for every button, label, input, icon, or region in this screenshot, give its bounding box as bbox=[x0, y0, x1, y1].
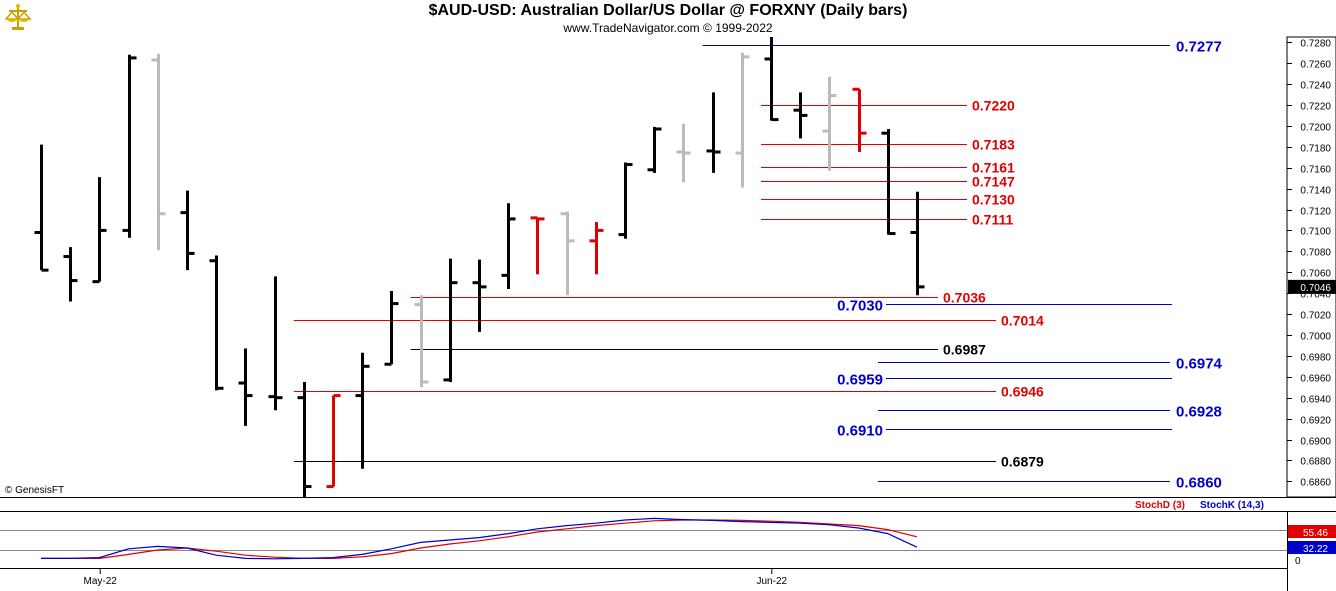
level-label-17: 0.6860 bbox=[1176, 475, 1222, 492]
ohlc-bar-25 bbox=[764, 37, 779, 122]
level-label-0: 0.7277 bbox=[1176, 39, 1222, 56]
osc-value-box-0 bbox=[1288, 525, 1336, 538]
level-label-7: 0.7036 bbox=[943, 290, 986, 306]
ohlc-bar-6 bbox=[209, 255, 224, 391]
date-axis: May-22 Jun-22 bbox=[84, 568, 788, 587]
level-label-10: 0.6987 bbox=[943, 342, 986, 358]
credit-label: © GenesisFT bbox=[5, 485, 65, 496]
ohlc-bar-18 bbox=[560, 211, 575, 296]
ohlc-bar-19 bbox=[589, 222, 604, 275]
ohlc-bar-11 bbox=[355, 352, 370, 469]
price-tick-label: 0.6980 bbox=[1300, 353, 1331, 364]
last-price-box bbox=[1288, 279, 1336, 294]
level-label-9: 0.7014 bbox=[1001, 313, 1044, 329]
price-tick-label: 0.7240 bbox=[1300, 81, 1331, 92]
level-label-8: 0.7030 bbox=[837, 298, 883, 315]
ohlc-bar-10 bbox=[326, 394, 341, 489]
ohlc-bar-27 bbox=[822, 76, 837, 171]
ohlc-bar-17 bbox=[530, 216, 545, 275]
price-tick-label: 0.7040 bbox=[1300, 290, 1331, 301]
chart-title: $AUD-USD: Australian Dollar/US Dollar @ … bbox=[428, 2, 908, 19]
chart-subtitle: www.TradeNavigator.com © 1999-2022 bbox=[563, 21, 773, 35]
price-tick-label: 0.7220 bbox=[1300, 102, 1331, 113]
level-label-4: 0.7147 bbox=[972, 174, 1015, 190]
osc-value-box-1 bbox=[1288, 541, 1336, 554]
osc-legend-item-1: StochK (14,3) bbox=[1200, 500, 1264, 511]
ohlc-bar-21 bbox=[647, 126, 662, 173]
osc-series-1 bbox=[41, 517, 918, 560]
price-tick-label: 0.7200 bbox=[1300, 123, 1331, 134]
ohlc-bar-24 bbox=[735, 52, 750, 188]
price-tick-label: 0.6920 bbox=[1300, 416, 1331, 427]
ohlc-bar-29 bbox=[881, 129, 896, 236]
ohlc-bar-5 bbox=[180, 190, 195, 271]
ohlc-bar-1 bbox=[63, 247, 78, 302]
level-label-15: 0.6910 bbox=[837, 423, 883, 440]
price-tick-label: 0.7140 bbox=[1300, 186, 1331, 197]
ohlc-bar-8 bbox=[268, 276, 283, 411]
price-tick-label: 0.7180 bbox=[1300, 144, 1331, 155]
level-label-2: 0.7183 bbox=[972, 137, 1015, 153]
level-label-3: 0.7161 bbox=[972, 160, 1015, 176]
osc-value-label-1: 32.22 bbox=[1303, 544, 1328, 555]
ohlc-bar-14 bbox=[443, 258, 458, 382]
level-label-1: 0.7220 bbox=[972, 98, 1015, 114]
price-tick-label: 0.7000 bbox=[1300, 332, 1331, 343]
ohlc-bar-0 bbox=[34, 144, 49, 272]
price-tick-label: 0.6880 bbox=[1300, 457, 1331, 468]
price-tick-label: 0.7100 bbox=[1300, 227, 1331, 238]
level-label-5: 0.7130 bbox=[972, 192, 1015, 208]
level-label-14: 0.6928 bbox=[1176, 404, 1222, 421]
date-tick-label: Jun-22 bbox=[757, 576, 788, 587]
osc-tick-label: 0 bbox=[1295, 556, 1301, 567]
chart-frame bbox=[0, 36, 1336, 591]
ohlc-bar-7 bbox=[238, 348, 253, 426]
ohlc-bar-22 bbox=[676, 123, 691, 183]
osc-legend-item-0: StochD (3) bbox=[1135, 500, 1185, 511]
ohlc-bar-4 bbox=[151, 53, 166, 251]
ohlc-bars bbox=[34, 37, 925, 497]
price-tick-label: 0.7080 bbox=[1300, 248, 1331, 259]
level-label-12: 0.6959 bbox=[837, 372, 883, 389]
price-tick-label: 0.6900 bbox=[1300, 437, 1331, 448]
ohlc-bar-26 bbox=[793, 92, 808, 139]
ohlc-bar-13 bbox=[414, 295, 429, 388]
price-tick-label: 0.6860 bbox=[1300, 478, 1331, 489]
ohlc-bar-12 bbox=[384, 291, 399, 366]
price-tick-label: 0.6940 bbox=[1300, 395, 1331, 406]
price-tick-label: 0.7020 bbox=[1300, 311, 1331, 322]
osc-series-0 bbox=[41, 519, 918, 560]
price-tick-label: 0.7280 bbox=[1300, 39, 1331, 50]
price-tick-label: 0.7260 bbox=[1300, 60, 1331, 71]
level-label-11: 0.6974 bbox=[1176, 356, 1223, 373]
ohlc-bar-3 bbox=[122, 54, 137, 238]
price-tick-label: 0.6960 bbox=[1300, 374, 1331, 385]
ohlc-bar-28 bbox=[852, 87, 867, 152]
ohlc-bar-23 bbox=[706, 92, 721, 173]
price-axis-panel bbox=[1286, 36, 1336, 498]
ohlc-bar-9 bbox=[297, 382, 312, 497]
ohlc-bar-16 bbox=[501, 203, 516, 289]
last-price-label: 0.7046 bbox=[1300, 283, 1331, 294]
level-label-16: 0.6879 bbox=[1001, 454, 1044, 470]
level-label-13: 0.6946 bbox=[1001, 384, 1044, 400]
level-label-6: 0.7111 bbox=[972, 212, 1013, 228]
golden-scales-icon[interactable] bbox=[3, 2, 33, 32]
ohlc-bar-15 bbox=[472, 259, 487, 332]
ohlc-bar-30 bbox=[910, 191, 925, 296]
date-tick-label: May-22 bbox=[84, 576, 118, 587]
price-tick-label: 0.7120 bbox=[1300, 207, 1331, 218]
osc-legend: StochD (3) StochK (14,3) bbox=[1135, 500, 1264, 511]
osc-value-label-0: 55.46 bbox=[1303, 528, 1328, 539]
price-axis[interactable]: 0.7280 0.7260 0.7240 0.7220 0.7200 0.7180 0.71… bbox=[1287, 39, 1336, 489]
ohlc-bar-2 bbox=[92, 177, 107, 284]
price-tick-label: 0.7160 bbox=[1300, 165, 1331, 176]
ohlc-bar-20 bbox=[618, 162, 633, 239]
price-tick-label: 0.7060 bbox=[1300, 269, 1331, 280]
